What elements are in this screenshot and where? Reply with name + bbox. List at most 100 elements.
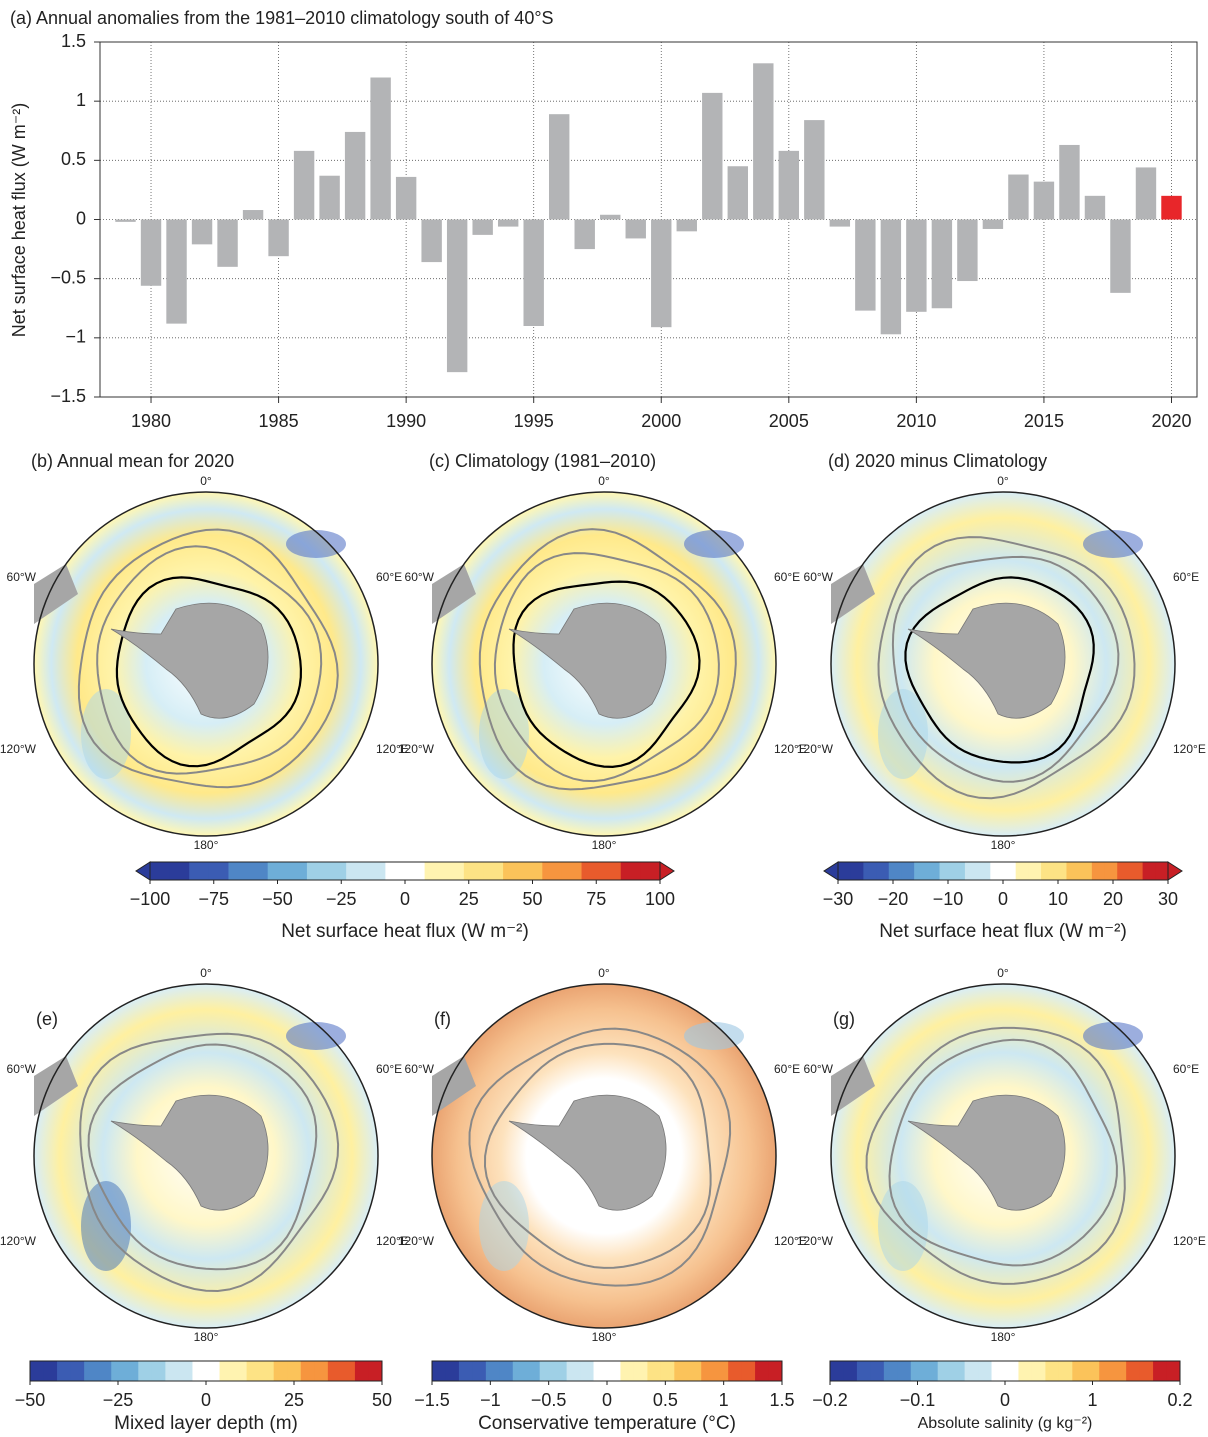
map-title: (g) <box>833 1009 855 1029</box>
colorbar-tick-label: 0.5 <box>653 1390 678 1410</box>
colorbar-swatch <box>601 862 622 880</box>
bar <box>1008 174 1029 220</box>
bar <box>166 219 187 324</box>
longitude-label: 0° <box>200 966 212 980</box>
colorbar-tick-label: 25 <box>459 889 479 909</box>
colorbar-swatch <box>977 862 991 880</box>
bar <box>829 219 851 227</box>
map-panel: (e) 0° 60°E 120°E 180° 120°W 60°W <box>0 966 409 1344</box>
contour <box>877 536 1136 800</box>
colorbar-swatch <box>267 862 288 880</box>
colorbar-swatch <box>640 862 661 880</box>
colorbar-swatch <box>850 862 864 880</box>
bar <box>1135 167 1157 220</box>
contour <box>468 1027 732 1287</box>
colorbar-swatch <box>593 1361 608 1381</box>
bar <box>344 131 366 220</box>
bar <box>753 63 774 220</box>
map-border <box>33 491 379 837</box>
colorbar-swatch <box>165 1361 180 1381</box>
colorbar-tick-label: 0 <box>998 889 1008 909</box>
bar <box>497 219 519 227</box>
bar <box>651 219 672 328</box>
colorbar-swatch <box>503 862 524 880</box>
map-title: (d) 2020 minus Climatology <box>828 451 1047 471</box>
y-tick-label: 1.5 <box>61 31 86 51</box>
colorbar-label: Net surface heat flux (W m⁻²) <box>281 921 529 942</box>
longitude-label: 0° <box>200 474 212 488</box>
colorbar-swatch <box>327 1361 342 1381</box>
bar <box>1084 195 1106 220</box>
colorbar-tick-label: 1 <box>719 1390 729 1410</box>
map-border <box>830 491 1176 837</box>
contour <box>478 528 737 791</box>
longitude-label: 0° <box>598 966 610 980</box>
longitude-label: 180° <box>592 838 617 852</box>
bar <box>1033 181 1055 220</box>
colorbar-swatch <box>1015 862 1029 880</box>
bar <box>600 214 621 220</box>
colorbar-swatch <box>273 1361 288 1381</box>
antarctica <box>907 602 1066 719</box>
colorbar-swatch <box>57 1361 72 1381</box>
longitude-label: 60°W <box>804 570 834 584</box>
colorbar-swatch <box>951 1361 966 1381</box>
colorbar-swatch <box>150 862 171 880</box>
front-contour <box>512 580 701 769</box>
colorbar-swatch <box>1031 1361 1046 1381</box>
colorbar-tick-label: −75 <box>198 889 229 909</box>
colorbar-swatch <box>991 1361 1006 1381</box>
bar <box>370 77 391 220</box>
colorbar-swatch <box>964 1361 979 1381</box>
colorbar-tick-label: −0.2 <box>812 1390 848 1410</box>
antarctica <box>110 602 269 719</box>
bar <box>804 120 825 220</box>
contour <box>96 545 323 775</box>
longitude-label: 180° <box>592 1330 617 1344</box>
colorbar-swatch <box>341 1361 356 1381</box>
bar <box>472 219 493 235</box>
colorbar-swatch <box>228 862 249 880</box>
colorbar-swatch <box>522 862 543 880</box>
colorbar-tick-label: 100 <box>645 889 675 909</box>
antarctica <box>508 602 667 719</box>
contour <box>865 1026 1126 1285</box>
colorbar-swatch <box>300 1361 315 1381</box>
colorbar-swatch <box>206 1361 221 1381</box>
antarctica <box>110 1094 269 1211</box>
longitude-label: 180° <box>194 1330 219 1344</box>
colorbar-swatch <box>1045 1361 1060 1381</box>
colorbar-swatch <box>647 1361 662 1381</box>
bar <box>549 114 570 220</box>
colorbar-swatch <box>924 1361 939 1381</box>
colorbar-swatch <box>1155 862 1169 880</box>
y-tick-label: −0.5 <box>50 267 86 287</box>
bar <box>702 92 723 220</box>
colorbar-swatch <box>843 1361 858 1381</box>
colorbar-swatch <box>553 1361 568 1381</box>
colorbar-extend <box>659 861 675 881</box>
colorbar-swatch <box>472 1361 487 1381</box>
front-contour <box>904 576 1095 764</box>
colorbar-swatch <box>1041 862 1055 880</box>
colorbar-tick-label: −25 <box>326 889 357 909</box>
colorbar-tick-label: −0.5 <box>531 1390 567 1410</box>
south-america <box>432 564 476 624</box>
colorbar-swatch <box>620 1361 635 1381</box>
colorbar-swatch <box>208 862 229 880</box>
colorbar-tick-label: 50 <box>372 1390 392 1410</box>
longitude-label: 60°E <box>1173 570 1199 584</box>
colorbar-swatch <box>97 1361 112 1381</box>
bar <box>446 219 468 373</box>
colorbar-swatch <box>901 862 915 880</box>
plot-frame <box>99 41 1198 398</box>
colorbar-swatch <box>458 1361 473 1381</box>
x-tick-label: 2010 <box>896 411 936 431</box>
bar <box>676 219 697 232</box>
map-title: (c) Climatology (1981–2010) <box>429 451 656 471</box>
x-tick-label: 2015 <box>1024 411 1064 431</box>
map-border <box>33 983 379 1329</box>
map-title: (f) <box>434 1009 451 1029</box>
longitude-label: 180° <box>991 838 1016 852</box>
contour <box>891 555 1120 783</box>
